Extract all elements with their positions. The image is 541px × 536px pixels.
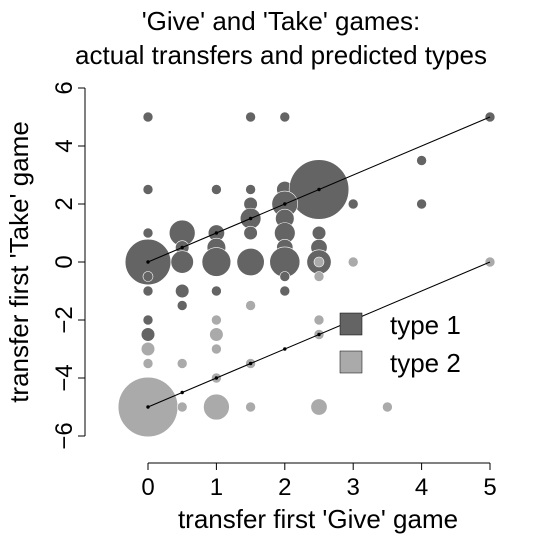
bubble-type1 (143, 315, 153, 325)
type1-marker (181, 246, 184, 249)
bubble-type1 (244, 226, 258, 240)
bubble-type1 (246, 112, 256, 122)
type1-marker (283, 202, 286, 205)
bubble-type2 (210, 328, 224, 342)
type1-marker (146, 260, 149, 263)
type2-marker (317, 333, 320, 336)
chart-title-line-1: 'Give' and 'Take' games: (142, 6, 421, 36)
y-tick-label: −6 (51, 422, 78, 449)
type1-marker (249, 217, 252, 220)
y-tick-label: −2 (51, 306, 78, 333)
chart-title-line-2: actual transfers and predicted types (75, 40, 487, 70)
bubble-type2 (141, 342, 155, 356)
y-tick-label: −4 (51, 364, 78, 391)
bubble-type1 (246, 185, 256, 195)
bubble-type2 (143, 359, 153, 369)
x-tick-label: 3 (347, 474, 360, 501)
bubble-type1 (175, 284, 189, 298)
bubble-type1 (280, 272, 290, 282)
y-axis-label: transfer first 'Take' game (4, 121, 34, 403)
bubble-type1 (211, 185, 221, 195)
bubble-type1 (312, 226, 326, 240)
bubble-type2 (311, 399, 327, 415)
bubble-type2 (246, 402, 256, 412)
legend-swatch-type1 (340, 313, 362, 335)
type1-marker (317, 188, 320, 191)
bubble-type1 (177, 301, 187, 311)
x-axis-label: transfer first 'Give' game (178, 504, 458, 534)
bubble-type1 (237, 248, 264, 275)
bubble-type2 (382, 402, 392, 412)
bubble-type2 (246, 301, 256, 311)
y-tick-label: 2 (51, 197, 78, 210)
y-axis: −6 −4 −2 0 2 4 6 (51, 81, 85, 449)
x-tick-label: 5 (483, 474, 496, 501)
bubble-type1 (141, 328, 155, 342)
legend-label-type2: type 2 (390, 348, 461, 378)
bubble-type1 (143, 228, 153, 238)
type1-marker (215, 231, 218, 234)
bubble-type2 (211, 315, 221, 325)
bubble-type1 (171, 251, 194, 274)
bubble-type2 (177, 402, 187, 412)
bubble-type1 (143, 272, 153, 282)
bubble-type1 (280, 286, 290, 296)
type2-marker (181, 391, 184, 394)
bubble-type2 (211, 344, 221, 354)
bubble-type2 (348, 257, 358, 267)
bubble-type2 (314, 257, 324, 267)
y-tick-label: 4 (51, 139, 78, 152)
x-tick-label: 4 (415, 474, 428, 501)
x-tick-label: 0 (141, 474, 154, 501)
x-axis: 0 1 2 3 4 5 (141, 463, 496, 501)
bubble-type1 (202, 248, 231, 277)
bubble-type2 (177, 359, 187, 369)
bubble-type1 (143, 185, 153, 195)
legend-label-type1: type 1 (390, 310, 461, 340)
bubble-type2 (314, 315, 324, 325)
bubble-type1 (417, 199, 427, 209)
bubble-type1 (143, 286, 153, 296)
type2-marker (249, 362, 252, 365)
bubble-type2 (203, 394, 229, 420)
type2-marker (283, 347, 286, 350)
bubble-type1 (348, 199, 358, 209)
bubble-type1 (417, 156, 427, 166)
bubble-type2 (314, 272, 324, 282)
legend: type 1 type 2 (340, 310, 461, 378)
bubble-type1 (211, 286, 221, 296)
bubble-type1 (280, 112, 290, 122)
type2-marker (146, 405, 149, 408)
bubble-layer (118, 112, 495, 437)
x-tick-label: 2 (278, 474, 291, 501)
legend-swatch-type2 (340, 351, 362, 373)
y-tick-label: 6 (51, 81, 78, 94)
bubble-type1 (143, 112, 153, 122)
type2-marker (215, 376, 218, 379)
x-tick-label: 1 (210, 474, 223, 501)
y-tick-label: 0 (51, 255, 78, 268)
